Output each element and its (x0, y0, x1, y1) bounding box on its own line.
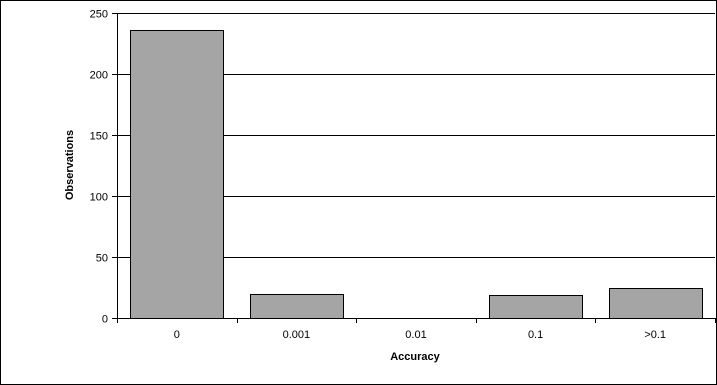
bar (250, 294, 344, 319)
y-tick-label: 100 (90, 192, 108, 204)
y-tick-label: 250 (90, 9, 108, 21)
y-tick-label: 50 (96, 253, 108, 265)
bar (609, 288, 703, 319)
y-axis-title: Observations (64, 130, 76, 200)
y-tick-labels: 0 50 100 150 200 250 (90, 9, 108, 326)
x-axis-title: Accuracy (390, 351, 440, 363)
y-tick-label: 0 (102, 314, 108, 326)
x-tick-label: 0.01 (405, 329, 426, 341)
y-tick-label: 150 (90, 131, 108, 143)
x-tick-label: 0.001 (283, 329, 311, 341)
y-tick-label: 200 (90, 70, 108, 82)
x-tick-label: 0.1 (528, 329, 543, 341)
x-tick-labels: 0 0.001 0.01 0.1 >0.1 (174, 329, 666, 341)
bars (130, 30, 703, 319)
axes (112, 13, 716, 323)
x-tick-label: 0 (174, 329, 180, 341)
bar (489, 295, 583, 319)
bar (130, 30, 224, 319)
x-tick-label: >0.1 (644, 329, 666, 341)
